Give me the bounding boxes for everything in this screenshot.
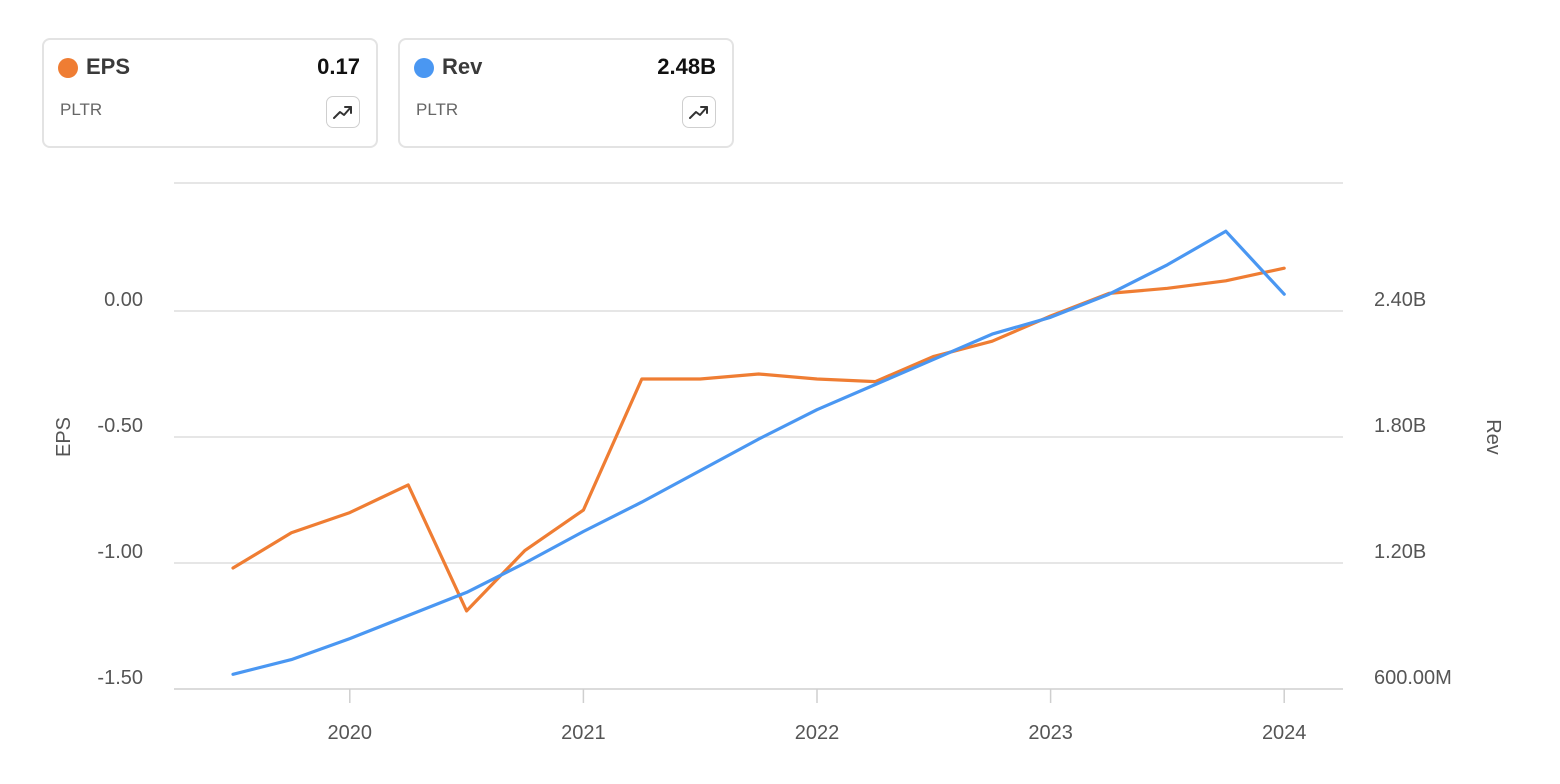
rev-legend-ticker: PLTR bbox=[416, 100, 459, 119]
left-y-tick-label: -0.50 bbox=[97, 415, 143, 437]
eps-color-dot bbox=[58, 58, 78, 78]
right-y-tick-label: 600.00M bbox=[1374, 667, 1452, 689]
right-y-tick-label: 2.40B bbox=[1374, 289, 1426, 311]
left-y-tick-label: 0.00 bbox=[104, 289, 143, 311]
eps-legend-name: EPS bbox=[86, 54, 131, 79]
x-tick-label: 2024 bbox=[1262, 722, 1307, 744]
eps-legend-value: 0.17 bbox=[317, 54, 360, 79]
left-y-tick-label: -1.50 bbox=[97, 667, 143, 689]
right-y-tick-label: 1.80B bbox=[1374, 415, 1426, 437]
rev-series-line bbox=[231, 229, 1286, 676]
x-tick-label: 2020 bbox=[328, 722, 373, 744]
eps-legend-ticker: PLTR bbox=[60, 100, 103, 119]
legend-card-eps[interactable]: EPS 0.17 PLTR bbox=[42, 38, 378, 148]
rev-legend-value: 2.48B bbox=[657, 54, 716, 79]
x-tick-label: 2022 bbox=[795, 722, 840, 744]
left-y-axis-title: EPS bbox=[53, 417, 75, 457]
rev-color-dot bbox=[414, 58, 434, 78]
x-tick-label: 2023 bbox=[1028, 722, 1073, 744]
trend-up-icon[interactable] bbox=[326, 96, 360, 128]
trend-up-icon[interactable] bbox=[682, 96, 716, 128]
left-y-tick-label: -1.00 bbox=[97, 541, 143, 563]
right-y-tick-label: 1.20B bbox=[1374, 541, 1426, 563]
rev-legend-name: Rev bbox=[442, 54, 483, 79]
legend-card-rev[interactable]: Rev 2.48B PLTR bbox=[398, 38, 734, 148]
right-y-axis-title: Rev bbox=[1482, 419, 1504, 455]
x-tick-label: 2021 bbox=[561, 722, 606, 744]
